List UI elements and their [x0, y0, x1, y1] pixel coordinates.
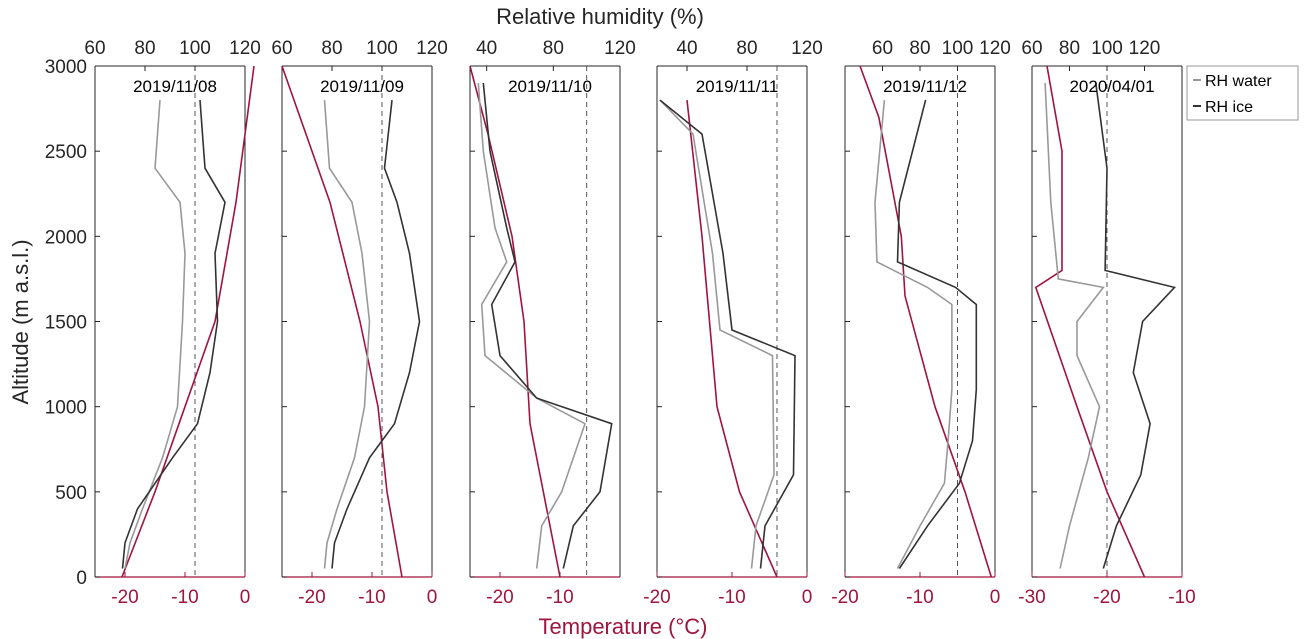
- rh-water-line: [323, 100, 371, 569]
- y-axis-title: Altitude (m a.s.l.): [8, 239, 33, 404]
- panel-date-label: 2019/11/12: [883, 77, 967, 96]
- temperature-line: [686, 100, 778, 578]
- rh-ice-line: [896, 99, 978, 569]
- rh-tick-label: 40: [676, 38, 697, 59]
- rh-ice-line: [331, 100, 421, 569]
- legend-box: [1186, 65, 1299, 121]
- rh-tick-label: 100: [366, 38, 398, 59]
- rh-tick-label: 80: [321, 38, 342, 59]
- y-tick-label: 2000: [45, 227, 87, 248]
- rh-tick-label: 100: [1091, 38, 1123, 59]
- temperature-tick-label: 0: [802, 587, 813, 608]
- panel-1: 60 80 100 120 -20 -10 0 2019/11/09: [271, 38, 447, 608]
- rh-water-line: [477, 82, 586, 569]
- y-tick-label: 500: [55, 483, 87, 504]
- panels-layer: 60 80 100 120-20 -10 005001000150020002500300…: [45, 38, 1196, 608]
- rh-tick-label: 80: [1059, 38, 1080, 59]
- temperature-tick-label: -20: [298, 587, 325, 608]
- panel-date-label: 2019/11/08: [133, 77, 217, 96]
- y-tick-label: 2500: [45, 142, 87, 163]
- temperature-tick-label: -10: [718, 587, 745, 608]
- rh-water-line: [874, 100, 953, 569]
- panel-date-label: 2020/04/01: [1069, 77, 1154, 96]
- y-tick-label: 1500: [45, 313, 87, 334]
- temperature-tick-label: -10: [906, 587, 933, 608]
- temperature-line: [121, 65, 255, 578]
- rh-ice-line: [121, 100, 226, 569]
- rh-water-line: [1044, 82, 1105, 569]
- temperature-line: [1034, 65, 1146, 578]
- rh-tick-label: 60: [84, 38, 105, 59]
- rh-ice-line: [659, 99, 796, 569]
- top-axis-title: Relative humidity (%): [496, 4, 704, 29]
- y-tick-label: 0: [76, 568, 87, 589]
- rh-tick-label: 80: [736, 38, 757, 59]
- temperature-tick-label: -10: [171, 587, 198, 608]
- temperature-tick-label: -20: [1093, 587, 1120, 608]
- legend-label-rh-ice: RH ice: [1205, 99, 1253, 116]
- panel-4: 60 80 100 120 -20 -10 0 2019/11/12: [831, 38, 1011, 608]
- rh-tick-label: 120: [979, 38, 1011, 59]
- rh-tick-label: 120: [604, 38, 636, 59]
- temperature-tick-label: -10: [546, 587, 573, 608]
- rh-tick-label: 80: [543, 38, 564, 59]
- temperature-tick-label: -20: [831, 587, 858, 608]
- rh-tick-label: 60: [872, 38, 893, 59]
- panel-0: 60 80 100 120 -20 -10 0 0 500 1000 1500 2000 2500 300…: [45, 38, 261, 608]
- rh-tick-label: 120: [416, 38, 448, 59]
- temperature-tick-label: 0: [240, 587, 251, 608]
- temperature-line: [859, 65, 993, 578]
- panel-3: 40 80 120 -20 -10 0 2019/11/11: [643, 38, 823, 608]
- rh-ice-line: [482, 82, 613, 569]
- panel-date-label: 2019/11/10: [508, 77, 592, 96]
- legend: RH water RH ice: [1186, 65, 1299, 121]
- temperature-line: [281, 65, 403, 578]
- panel-date-label: 2019/11/11: [696, 77, 779, 96]
- panel-date-label: 2019/11/09: [320, 77, 404, 96]
- temperature-tick-label: -20: [643, 587, 670, 608]
- rh-tick-label: 40: [476, 38, 497, 59]
- temperature-tick-label: -10: [1168, 587, 1195, 608]
- rh-tick-label: 120: [229, 38, 261, 59]
- y-tick-label: 1000: [45, 398, 87, 419]
- rh-ice-line: [1095, 82, 1177, 569]
- legend-label-rh-water: RH water: [1205, 73, 1272, 90]
- rh-tick-label: 60: [271, 38, 292, 59]
- panel-5: 60 80 100 120 -30 -20 -10 2020/04/01: [1018, 38, 1195, 608]
- rh-tick-label: 100: [179, 38, 211, 59]
- rh-water-line: [659, 99, 775, 569]
- y-tick-label: 3000: [45, 57, 87, 78]
- panel-2: 40 80 120 -20 -10 2019/11/10: [469, 38, 636, 608]
- rh-tick-label: 120: [791, 38, 823, 59]
- temperature-tick-label: 0: [427, 587, 438, 608]
- temperature-tick-label: 0: [990, 587, 1001, 608]
- temperature-tick-label: -20: [111, 587, 138, 608]
- rh-tick-label: 80: [909, 38, 930, 59]
- rh-tick-label: 80: [134, 38, 155, 59]
- rh-tick-label: 100: [942, 38, 974, 59]
- temperature-line: [469, 65, 561, 578]
- temperature-tick-label: -20: [486, 587, 513, 608]
- temperature-tick-label: -10: [358, 587, 385, 608]
- rh-water-line: [124, 100, 186, 569]
- rh-tick-label: 120: [1129, 38, 1161, 59]
- rh-tick-label: 60: [1021, 38, 1042, 59]
- temperature-tick-label: -30: [1018, 587, 1045, 608]
- bottom-axis-title: Temperature (°C): [539, 614, 708, 639]
